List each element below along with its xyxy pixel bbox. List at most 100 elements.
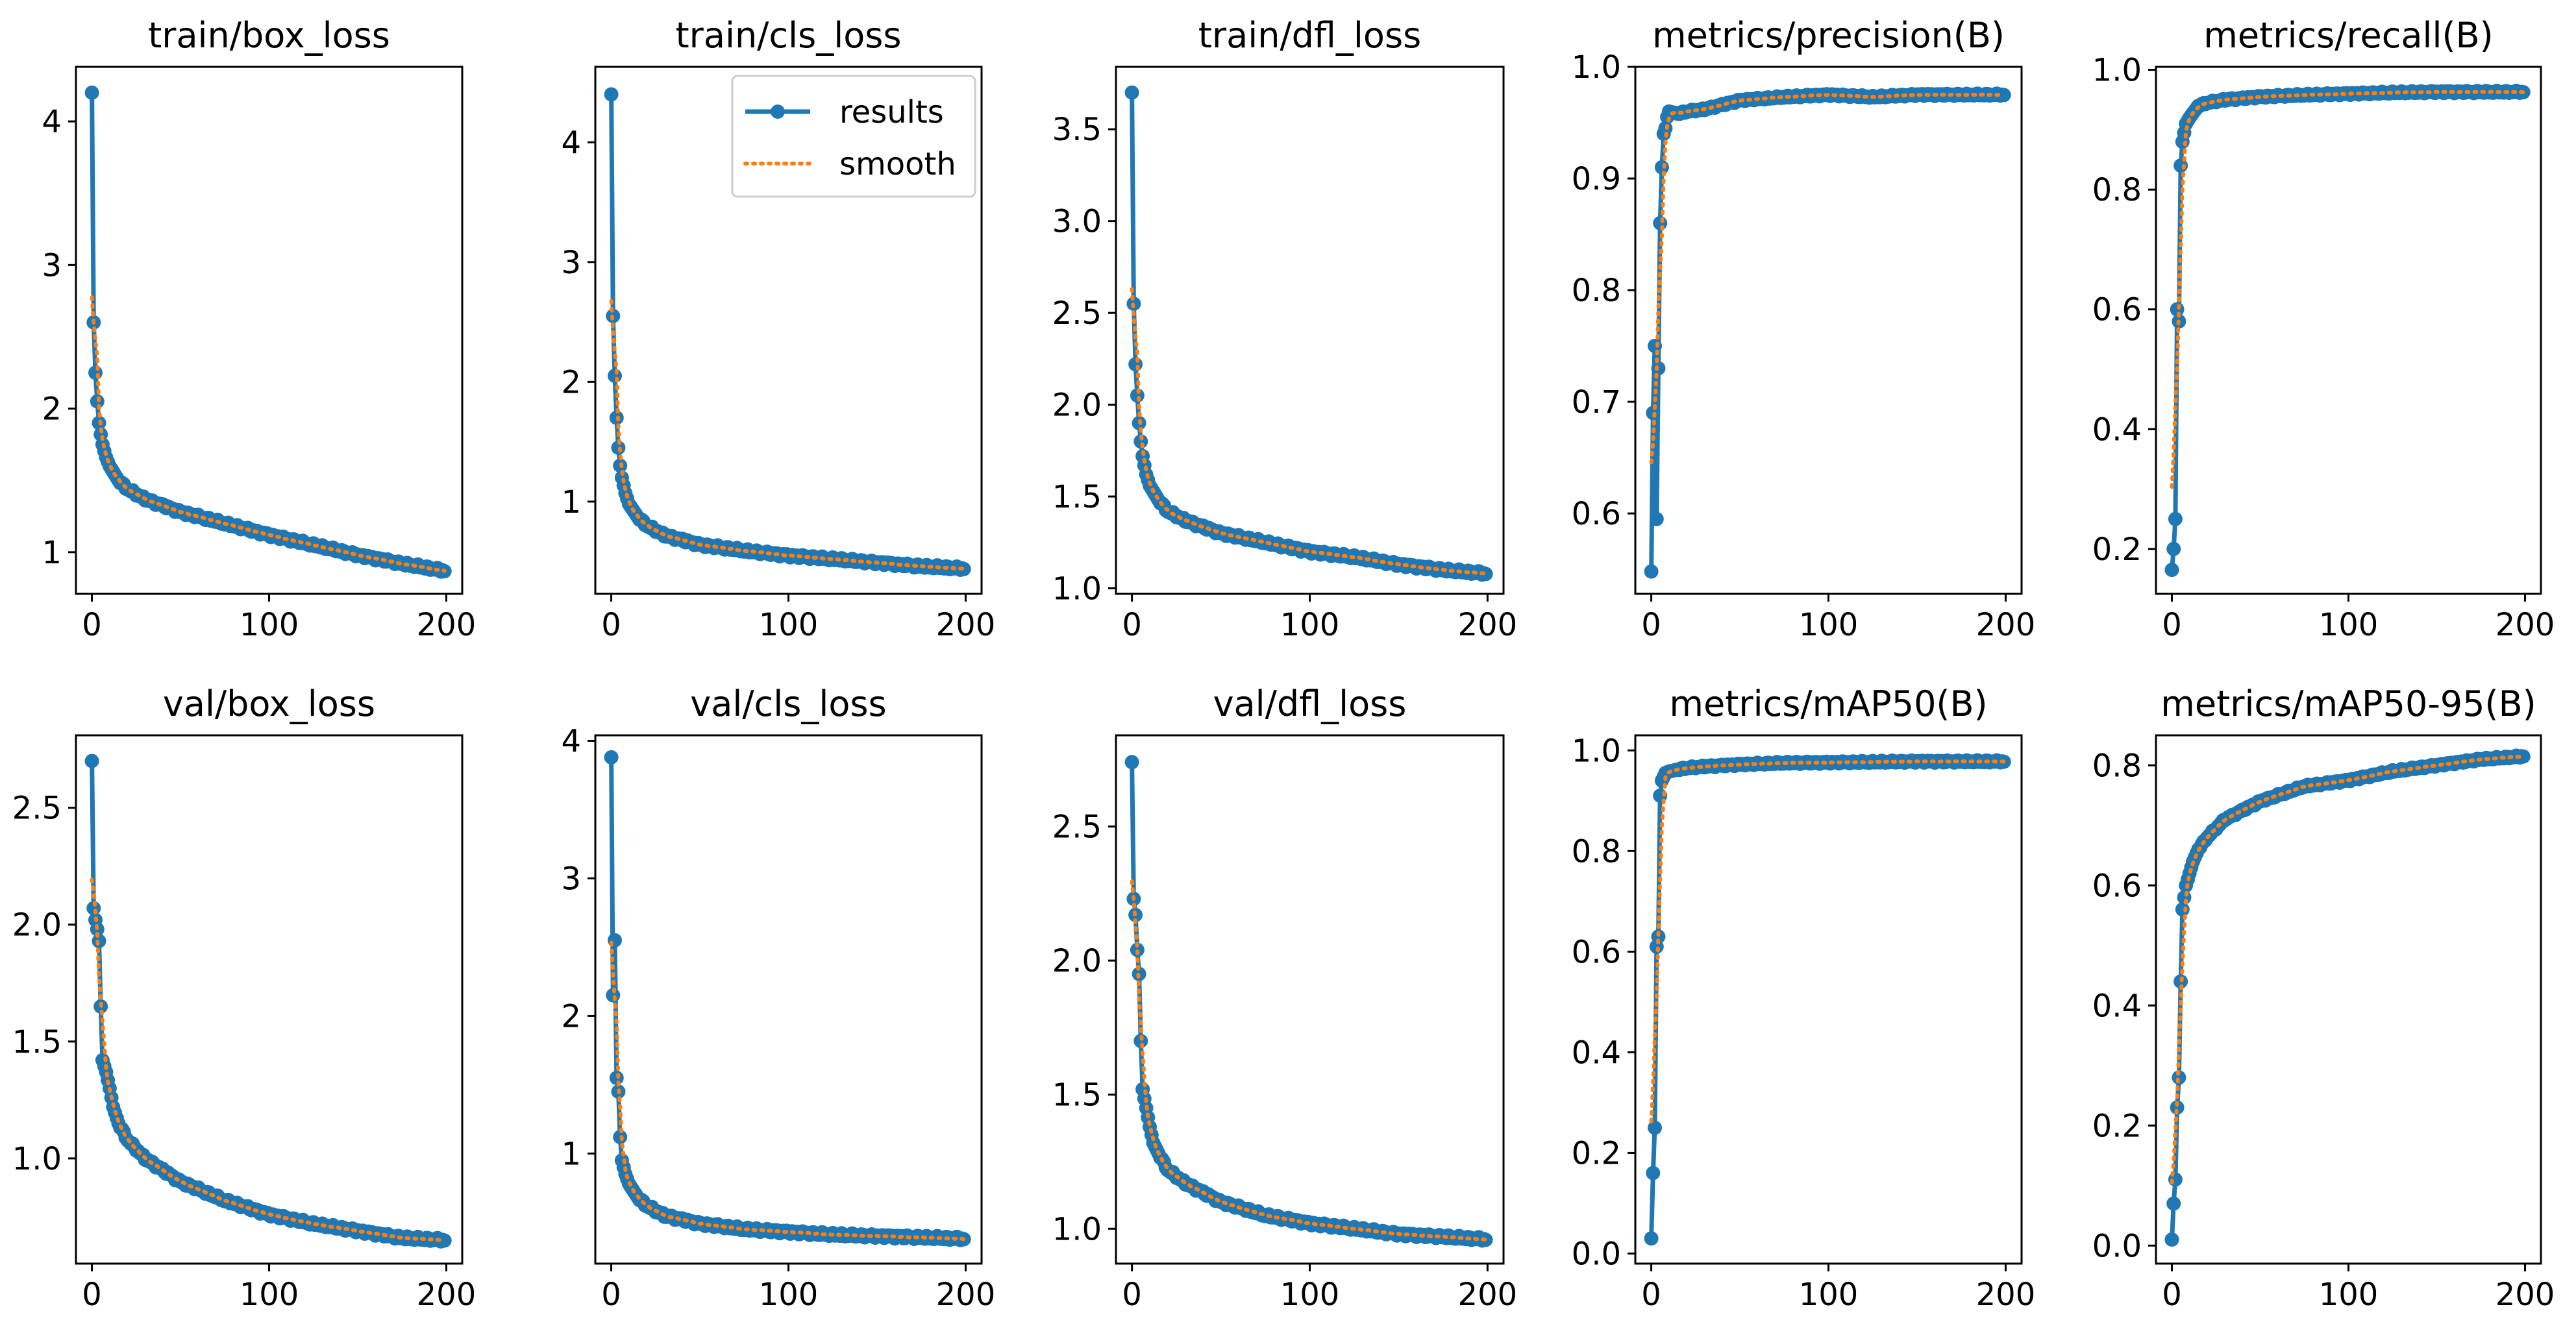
- y-tick-label: 2: [561, 364, 581, 400]
- results-markers: [1644, 753, 2011, 1246]
- x-tick-label: 200: [417, 1277, 477, 1313]
- x-tick-label: 100: [2319, 607, 2379, 643]
- data-point: [2175, 902, 2190, 917]
- x-tick-label: 100: [759, 1277, 819, 1313]
- data-point: [2166, 1196, 2181, 1211]
- results-line: [609, 757, 965, 1243]
- data-point: [1478, 567, 1493, 581]
- y-tick-label: 0.6: [2092, 292, 2142, 328]
- y-tick-label: 2.0: [1052, 943, 1102, 979]
- data-point: [2516, 749, 2531, 764]
- y-tick-label: 2.0: [1052, 387, 1102, 424]
- legend: results smooth: [731, 75, 976, 198]
- y-tick-label: 1.5: [1052, 1077, 1102, 1114]
- data-point: [2164, 563, 2179, 578]
- y-tick-label: 0.4: [2092, 411, 2142, 448]
- y-tick-label: 1.0: [12, 1141, 62, 1177]
- data-point: [84, 85, 99, 100]
- legend-smooth-label: smooth: [839, 146, 956, 182]
- x-tick-label: 200: [417, 607, 477, 643]
- data-point: [84, 753, 99, 768]
- x-tick-label: 0: [1122, 1277, 1142, 1313]
- y-tick-label: 0.6: [1572, 496, 1621, 532]
- results-markers: [1644, 86, 2011, 579]
- subplot: metrics/recall(B) 0 100 200 0.2 0.4 0.6 0.8 1.0: [2092, 15, 2555, 643]
- data-point: [437, 1233, 452, 1248]
- y-tick-label: 2: [42, 391, 62, 428]
- x-tick-label: 0: [1641, 607, 1661, 643]
- data-point: [1130, 388, 1145, 403]
- data-point: [1124, 85, 1139, 100]
- x-tick-label: 0: [601, 607, 621, 643]
- x-tick-label: 0: [1641, 1277, 1661, 1313]
- plot-frame: [75, 66, 464, 595]
- chart-title: val/cls_loss: [690, 683, 886, 724]
- results-line: [90, 761, 446, 1244]
- y-tick-label: 0.7: [1572, 384, 1621, 421]
- y-tick-label: 1: [561, 484, 581, 520]
- y-tick-label: 2.0: [12, 907, 62, 944]
- chart-title: val/dfl_loss: [1213, 683, 1407, 724]
- data-point: [1124, 755, 1139, 770]
- data-point: [1996, 88, 2011, 103]
- y-tick-label: 0.6: [2092, 868, 2142, 904]
- legend-results-marker: [771, 104, 785, 119]
- subplot: val/box_loss 0 100 200 1.0 1.5 2.0 2.5: [12, 683, 477, 1313]
- subplot: train/box_loss 0 100 200 1 2 3 4: [42, 15, 476, 643]
- x-tick-label: 0: [82, 1277, 102, 1313]
- data-point: [604, 87, 619, 102]
- smooth-line: [2170, 754, 2525, 1185]
- y-tick-label: 3.0: [1052, 204, 1102, 240]
- x-tick-label: 200: [1976, 607, 2036, 643]
- plot-frame: [2155, 66, 2542, 595]
- x-tick-label: 100: [240, 1277, 299, 1313]
- legend-box: [731, 75, 976, 198]
- chart-title: metrics/mAP50-95(B): [2161, 683, 2536, 724]
- y-tick-label: 0.8: [1572, 273, 1621, 309]
- data-point: [2168, 511, 2183, 526]
- x-tick-label: 200: [1976, 1277, 2036, 1313]
- x-tick-label: 100: [1799, 607, 1859, 643]
- y-tick-label: 0.4: [2092, 988, 2142, 1024]
- x-tick-label: 200: [1458, 1277, 1518, 1313]
- subplot: val/cls_loss 0 100 200 1 2 3 4: [561, 683, 995, 1313]
- subplot: train/cls_loss 0 100 200 1 2 3 4 results smooth: [561, 15, 995, 643]
- data-point: [2164, 1232, 2179, 1247]
- subplot: train/dfl_loss 0 100 200 1.0 1.5 2.0 2.5 3.0 3.5: [1052, 15, 1518, 643]
- y-tick-label: 4: [42, 104, 62, 140]
- chart-title: val/box_loss: [163, 683, 375, 724]
- results-line: [2170, 88, 2524, 570]
- x-tick-label: 0: [2162, 1277, 2182, 1313]
- y-tick-label: 3.5: [1052, 112, 1102, 148]
- results-line: [1130, 762, 1487, 1243]
- results-line: [1649, 91, 2005, 572]
- data-point: [1648, 1120, 1662, 1135]
- smooth-line: [609, 299, 966, 571]
- data-point: [1646, 1166, 1661, 1181]
- plot-frame: [1634, 66, 2023, 595]
- chart-title: metrics/precision(B): [1652, 15, 2005, 56]
- data-point: [1133, 434, 1148, 449]
- y-tick-label: 4: [561, 723, 581, 759]
- y-tick-label: 1.5: [12, 1024, 62, 1060]
- x-tick-label: 100: [2319, 1277, 2379, 1313]
- legend-results-label: results: [839, 94, 944, 130]
- x-tick-label: 100: [1280, 1277, 1340, 1313]
- smooth-line: [1649, 92, 2006, 465]
- y-tick-label: 3: [42, 247, 62, 284]
- y-tick-label: 0.2: [1572, 1135, 1621, 1171]
- y-tick-label: 1.5: [1052, 479, 1102, 515]
- smooth-line: [1130, 287, 1488, 576]
- x-tick-label: 0: [1122, 607, 1142, 643]
- x-tick-label: 100: [1799, 1277, 1859, 1313]
- y-tick-label: 2.5: [1052, 295, 1102, 332]
- plot-frame: [594, 734, 983, 1265]
- y-tick-label: 0.8: [2092, 748, 2142, 784]
- results-markers: [1124, 755, 1493, 1248]
- results-line: [1130, 92, 1487, 577]
- smooth-line: [90, 295, 447, 573]
- y-tick-label: 2.5: [1052, 809, 1102, 845]
- y-tick-label: 1.0: [1052, 1211, 1102, 1247]
- y-tick-label: 1.0: [1052, 571, 1102, 607]
- subplot: metrics/mAP50(B) 0 100 200 0.0 0.2 0.4 0.6 0.8 1.…: [1572, 683, 2036, 1313]
